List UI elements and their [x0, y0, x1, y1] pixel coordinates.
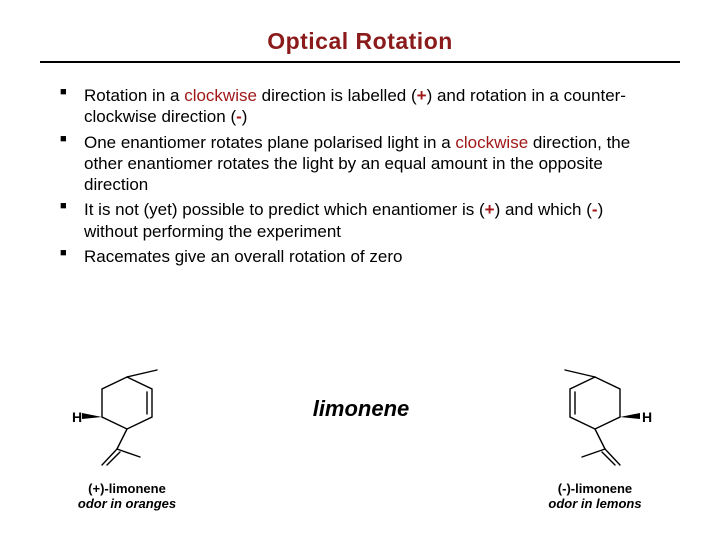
slide-root: Optical Rotation Rotation in a clockwise… — [0, 0, 720, 540]
bullet-item: One enantiomer rotates plane polarised l… — [84, 132, 660, 196]
bullet-text-span: It is not (yet) possible to predict whic… — [84, 200, 485, 219]
limonene-plus-structure: H — [62, 367, 192, 477]
bullet-text-span: ) — [242, 107, 248, 126]
bullet-text-span: Racemates give an overall rotation of ze… — [84, 247, 402, 266]
molecule-right: H (-)-limonene odor in lemons — [530, 367, 660, 512]
molecule-left: H (+)-limonene odor in oranges — [62, 367, 192, 512]
h-label-right: H — [642, 409, 652, 425]
bullet-item: Racemates give an overall rotation of ze… — [84, 246, 660, 267]
caption-left: (+)-limonene odor in oranges — [78, 481, 176, 512]
bullet-text-span: One enantiomer rotates plane polarised l… — [84, 133, 455, 152]
bullet-text-span: Rotation in a — [84, 86, 184, 105]
caption-right: (-)-limonene odor in lemons — [548, 481, 641, 512]
bullet-text-span: clockwise — [455, 133, 528, 152]
bullet-list: Rotation in a clockwise direction is lab… — [40, 85, 680, 267]
figure-row: H (+)-limonene odor in oranges limonene — [0, 367, 720, 512]
bullet-text-span: + — [417, 86, 427, 105]
mol-name-right: (-)-limonene — [548, 481, 641, 497]
limonene-minus-structure: H — [530, 367, 660, 477]
title-rule — [40, 61, 680, 63]
bullet-item: Rotation in a clockwise direction is lab… — [84, 85, 660, 128]
mol-odor-right: odor in lemons — [548, 496, 641, 512]
mol-odor-left: odor in oranges — [78, 496, 176, 512]
bullet-text-span: + — [485, 200, 495, 219]
bullet-item: It is not (yet) possible to predict whic… — [84, 199, 660, 242]
slide-title: Optical Rotation — [40, 28, 680, 55]
mol-name-left: (+)-limonene — [78, 481, 176, 497]
center-label: limonene — [313, 396, 410, 422]
bullet-text-span: direction is labelled ( — [257, 86, 417, 105]
h-label-left: H — [72, 409, 82, 425]
bullet-text-span: ) and which ( — [495, 200, 592, 219]
bullet-text-span: clockwise — [184, 86, 257, 105]
